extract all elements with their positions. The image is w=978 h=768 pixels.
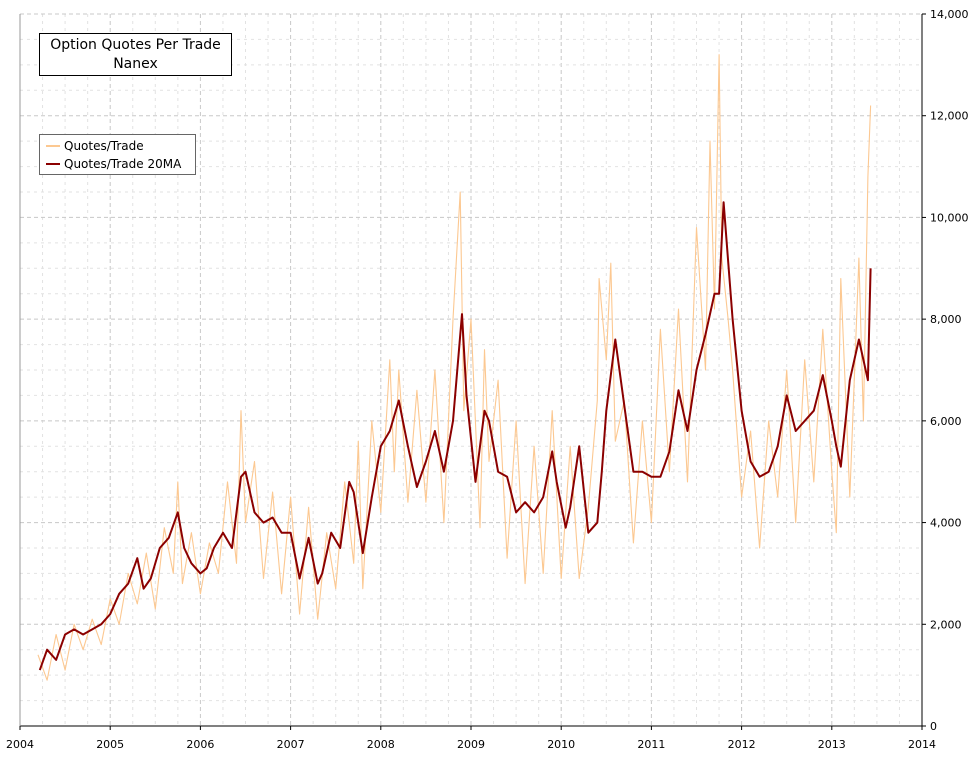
y-tick-label: 2,000 bbox=[930, 618, 962, 631]
y-tick-label: 8,000 bbox=[930, 313, 962, 326]
x-tick-label: 2008 bbox=[367, 738, 395, 751]
ma-series-layer bbox=[38, 201, 872, 671]
axis-layer: 2004 2005 2006 2007 2008 2009 2010 2011 2012 2013… bbox=[6, 8, 969, 751]
y-tick-label: 12,000 bbox=[930, 110, 969, 123]
legend-label-ma: Quotes/Trade 20MA bbox=[64, 157, 182, 171]
x-tick-label: 2014 bbox=[908, 738, 936, 751]
x-tick-label: 2007 bbox=[277, 738, 305, 751]
x-tick-label: 2013 bbox=[818, 738, 846, 751]
legend: Quotes/Trade Quotes/Trade 20MA bbox=[39, 134, 196, 175]
grid-layer bbox=[19, 13, 923, 727]
x-tick-label: 2005 bbox=[96, 738, 124, 751]
x-tick-label: 2006 bbox=[186, 738, 214, 751]
chart-title: Option Quotes Per Trade bbox=[50, 37, 221, 53]
y-tick-label: 4,000 bbox=[930, 517, 962, 530]
chart-title-box: Option Quotes Per Trade Nanex bbox=[39, 33, 232, 76]
legend-swatch-raw bbox=[46, 145, 60, 147]
y-tick-label: 0 bbox=[930, 720, 937, 733]
chart-subtitle: Nanex bbox=[113, 56, 158, 72]
y-tick-label: 10,000 bbox=[930, 211, 969, 224]
series-line-quotes-per-trade bbox=[37, 54, 872, 681]
x-tick-label: 2009 bbox=[457, 738, 485, 751]
y-tick-label: 14,000 bbox=[930, 8, 969, 21]
series-line-quotes-per-trade-20ma bbox=[38, 201, 872, 671]
raw-series-layer bbox=[37, 54, 872, 681]
x-tick-label: 2012 bbox=[728, 738, 756, 751]
legend-item-ma: Quotes/Trade 20MA bbox=[46, 156, 181, 172]
y-tick-label: 6,000 bbox=[930, 415, 962, 428]
x-tick-label: 2011 bbox=[637, 738, 665, 751]
x-tick-label: 2010 bbox=[547, 738, 575, 751]
legend-item-raw: Quotes/Trade bbox=[46, 138, 144, 154]
legend-label-raw: Quotes/Trade bbox=[64, 139, 144, 153]
x-tick-label: 2004 bbox=[6, 738, 34, 751]
legend-swatch-ma bbox=[46, 163, 60, 165]
